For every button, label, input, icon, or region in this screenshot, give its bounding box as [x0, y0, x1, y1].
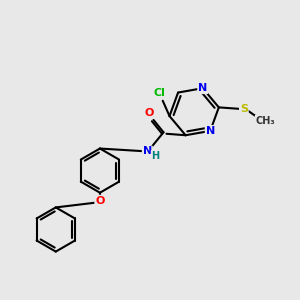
Text: S: S	[240, 104, 248, 114]
Text: O: O	[145, 108, 154, 118]
Text: Cl: Cl	[153, 88, 165, 98]
Text: N: N	[143, 146, 152, 156]
Text: H: H	[152, 151, 160, 161]
Text: CH₃: CH₃	[256, 116, 275, 126]
Text: O: O	[95, 196, 105, 206]
Text: N: N	[198, 83, 207, 93]
Text: N: N	[206, 126, 215, 136]
